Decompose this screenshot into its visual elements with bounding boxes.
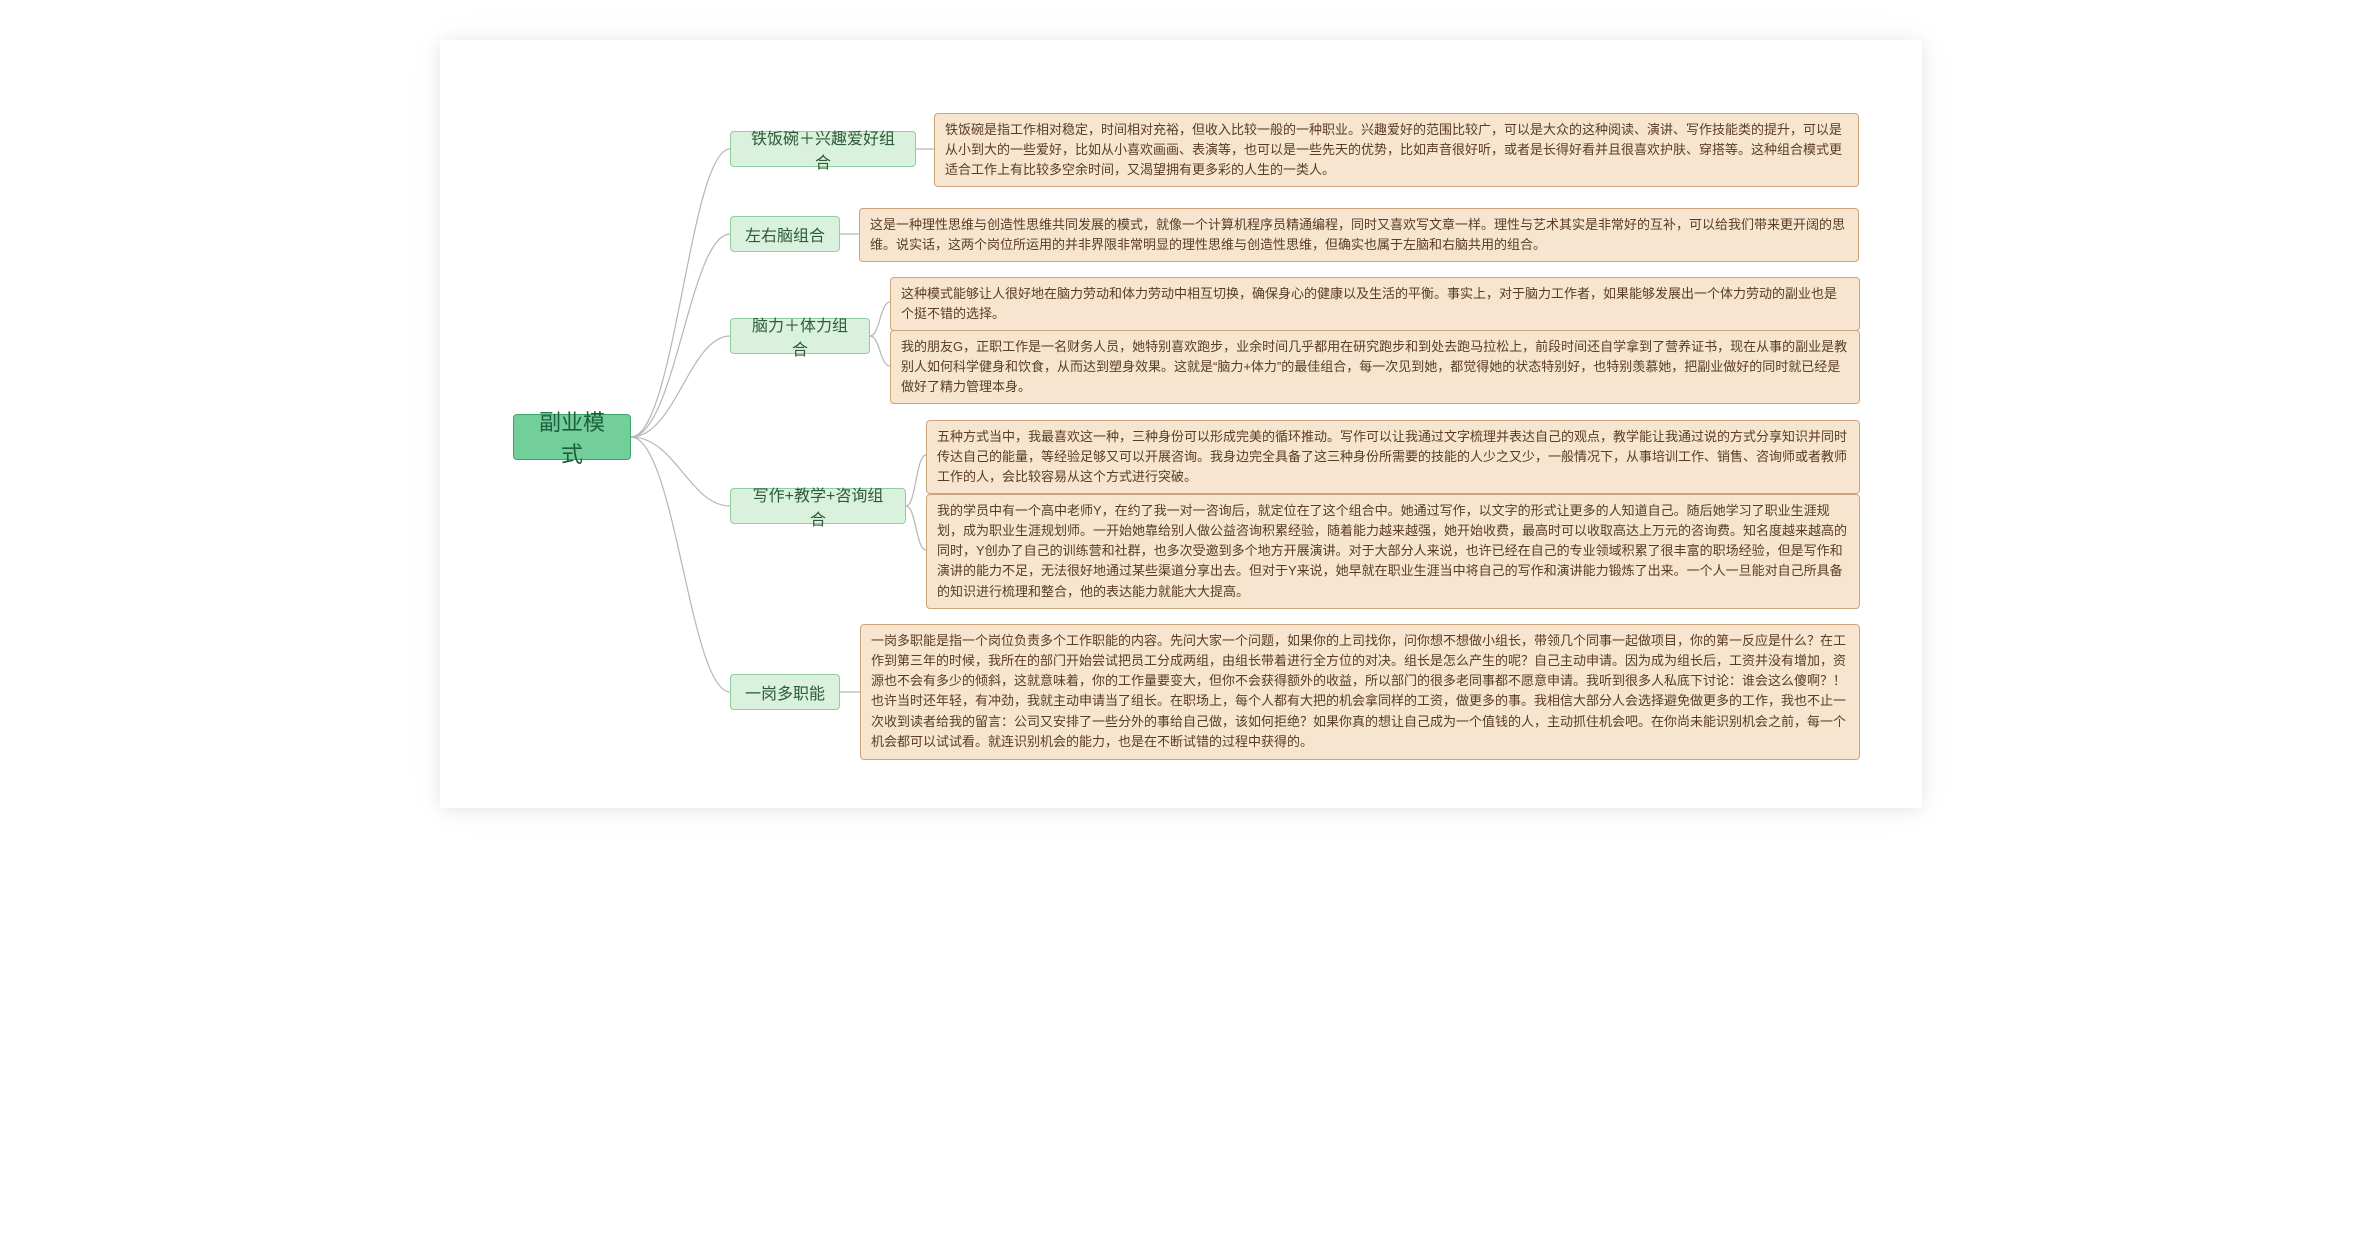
leaf-node: 一岗多职能是指一个岗位负责多个工作职能的内容。先问大家一个问题，如果你的上司找你…: [860, 624, 1860, 760]
branch-node[interactable]: 写作+教学+咨询组合: [730, 488, 906, 524]
leaf-node: 我的学员中有一个高中老师Y，在约了我一对一咨询后，就定位在了这个组合中。她通过写…: [926, 494, 1860, 609]
leaf-node: 我的朋友G，正职工作是一名财务人员，她特别喜欢跑步，业余时间几乎都用在研究跑步和…: [890, 330, 1860, 404]
branch-node[interactable]: 脑力＋体力组合: [730, 318, 870, 354]
leaf-node: 这是一种理性思维与创造性思维共同发展的模式，就像一个计算机程序员精通编程，同时又…: [859, 208, 1859, 262]
root-node[interactable]: 副业模式: [513, 414, 631, 460]
leaf-node: 五种方式当中，我最喜欢这一种，三种身份可以形成完美的循环推动。写作可以让我通过文…: [926, 420, 1860, 494]
mindmap-canvas: 副业模式 铁饭碗＋兴趣爱好组合铁饭碗是指工作相对稳定，时间相对充裕，但收入比较一…: [440, 40, 1922, 808]
leaf-node: 这种模式能够让人很好地在脑力劳动和体力劳动中相互切换，确保身心的健康以及生活的平…: [890, 277, 1860, 331]
branch-node[interactable]: 一岗多职能: [730, 674, 840, 710]
branch-node[interactable]: 铁饭碗＋兴趣爱好组合: [730, 131, 916, 167]
branch-node[interactable]: 左右脑组合: [730, 216, 840, 252]
leaf-node: 铁饭碗是指工作相对稳定，时间相对充裕，但收入比较一般的一种职业。兴趣爱好的范围比…: [934, 113, 1859, 187]
